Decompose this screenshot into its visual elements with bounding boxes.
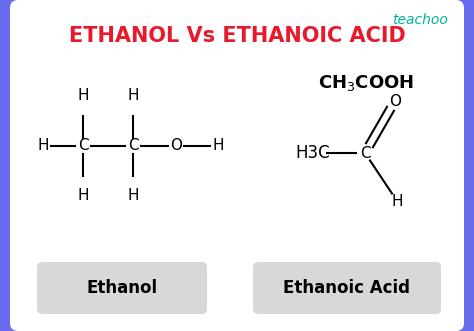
FancyBboxPatch shape — [37, 262, 207, 314]
Text: H: H — [212, 138, 224, 154]
Text: C: C — [128, 138, 138, 154]
Text: C: C — [78, 138, 88, 154]
Text: H: H — [391, 194, 403, 209]
Text: H: H — [77, 88, 89, 104]
Text: H: H — [77, 188, 89, 204]
Text: H: H — [37, 138, 49, 154]
Text: CH$_3$COOH: CH$_3$COOH — [318, 73, 414, 93]
Text: Ethanol: Ethanol — [86, 279, 157, 297]
Text: H3C: H3C — [296, 144, 330, 162]
Text: Ethanoic Acid: Ethanoic Acid — [283, 279, 410, 297]
Text: C: C — [360, 146, 370, 161]
Text: O: O — [389, 93, 401, 109]
Text: ETHANOL Vs ETHANOIC ACID: ETHANOL Vs ETHANOIC ACID — [69, 26, 405, 46]
Text: H: H — [127, 88, 139, 104]
FancyBboxPatch shape — [10, 0, 464, 331]
Text: H: H — [127, 188, 139, 204]
Text: teachoo: teachoo — [392, 13, 448, 27]
Text: O: O — [170, 138, 182, 154]
FancyBboxPatch shape — [253, 262, 441, 314]
